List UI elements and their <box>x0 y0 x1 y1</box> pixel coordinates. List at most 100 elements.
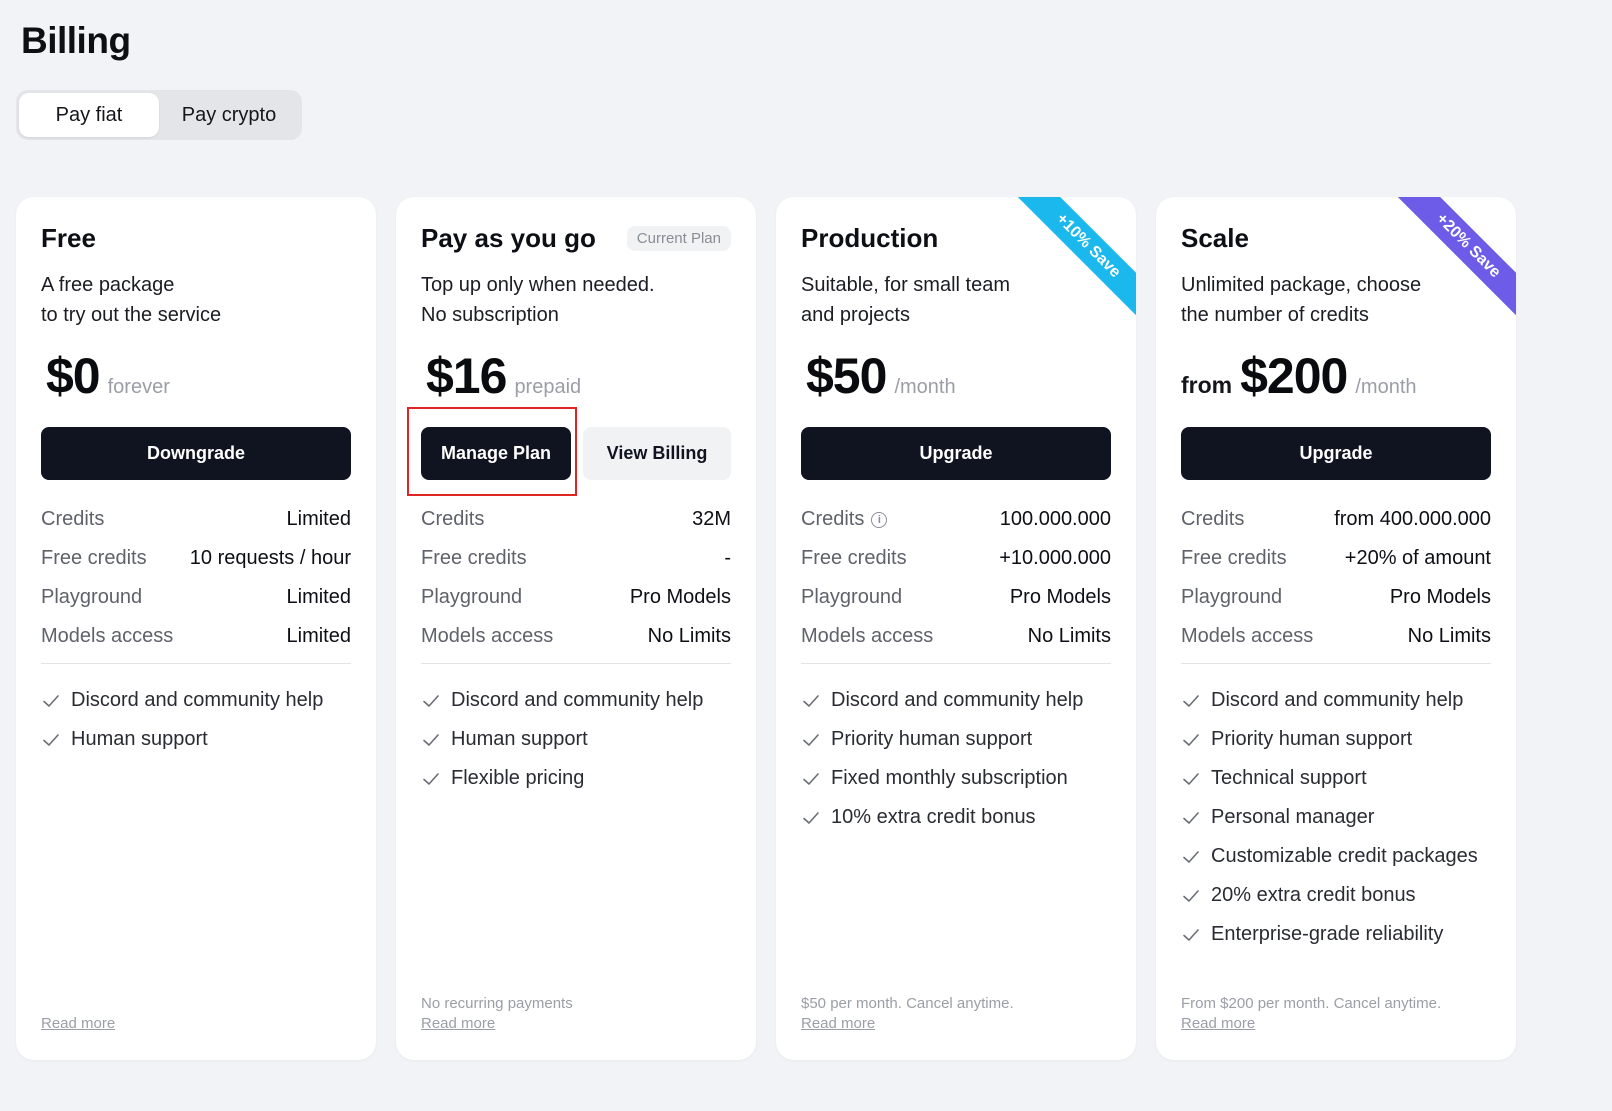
feature-text: 20% extra credit bonus <box>1211 884 1416 906</box>
feature-item: Enterprise-grade reliability <box>1181 915 1501 954</box>
card-footer: From $200 per month. Cancel anytime. Rea… <box>1181 994 1491 1034</box>
footer-note: $50 per month. Cancel anytime. <box>801 995 1014 1012</box>
feature-text: 10% extra credit bonus <box>831 806 1036 828</box>
feature-text: Discord and community help <box>71 689 324 711</box>
pay-fiat-tab[interactable]: Pay fiat <box>19 93 159 137</box>
plan-description-line: Suitable, for small team <box>801 274 1010 296</box>
plan-card-production: +10% Save Production Suitable, for small… <box>776 197 1136 1060</box>
spec-row-playground: Playground Pro Models <box>1181 578 1491 617</box>
plan-name: Production <box>801 223 939 253</box>
spec-value: Pro Models <box>1389 586 1491 608</box>
spec-label: Playground <box>41 586 143 608</box>
plan-description-line: A free package <box>41 274 175 296</box>
feature-text: Priority human support <box>831 728 1033 750</box>
feature-item: Priority human support <box>801 720 1121 759</box>
spec-label: Models access <box>1181 625 1314 647</box>
spec-label: Credits <box>421 508 485 530</box>
plan-card-scale: +20% Save Scale Unlimited package, choos… <box>1156 197 1516 1060</box>
downgrade-button[interactable]: Downgrade <box>41 427 351 480</box>
plan-card-pay-as-you-go: Pay as you go Current Plan Top up only w… <box>396 197 756 1060</box>
plan-specs: Credits i 100.000.000 Free credits +10.000.… <box>801 500 1111 656</box>
feature-item: 20% extra credit bonus <box>1181 876 1501 915</box>
divider <box>421 663 731 664</box>
spec-label: Models access <box>41 625 174 647</box>
plan-specs: Credits 32M Free credits - Playground Pro M… <box>421 500 731 656</box>
spec-row-playground: Playground Pro Models <box>421 578 731 617</box>
upgrade-button[interactable]: Upgrade <box>801 427 1111 480</box>
view-billing-button[interactable]: View Billing <box>583 427 731 480</box>
check-icon <box>423 733 439 746</box>
feature-text: Enterprise-grade reliability <box>1211 923 1444 945</box>
info-icon[interactable]: i <box>871 511 888 528</box>
price-row: $16 prepaid <box>426 347 581 405</box>
spec-value: +20% of amount <box>1344 547 1491 569</box>
feature-list: Discord and community help Human support <box>41 681 361 759</box>
feature-text: Fixed monthly subscription <box>831 767 1068 789</box>
price-row: $50 /month <box>806 347 956 405</box>
check-icon <box>1183 694 1199 707</box>
spec-value: Pro Models <box>1009 586 1111 608</box>
read-more-link[interactable]: Read more <box>1181 1015 1256 1032</box>
plan-description-line: and projects <box>801 304 910 326</box>
manage-plan-button[interactable]: Manage Plan <box>421 427 571 480</box>
divider <box>1181 663 1491 664</box>
check-icon <box>1183 928 1199 941</box>
plan-description-line: Unlimited package, choose <box>1181 274 1422 296</box>
current-plan-badge: Current Plan <box>626 226 731 251</box>
plan-description-line: Top up only when needed. <box>421 274 655 296</box>
feature-item: Fixed monthly subscription <box>801 759 1121 798</box>
check-icon <box>803 811 819 824</box>
spec-row-free-credits: Free credits +10.000.000 <box>801 539 1111 578</box>
upgrade-button[interactable]: Upgrade <box>1181 427 1491 480</box>
spec-label: Credits <box>41 508 105 530</box>
plan-price-unit: /month <box>894 376 956 398</box>
check-icon <box>803 733 819 746</box>
spec-label: Free credits <box>801 547 907 569</box>
spec-value: No Limits <box>1027 625 1111 647</box>
read-more-link[interactable]: Read more <box>41 1015 116 1032</box>
spec-row-credits: Credits i 100.000.000 <box>801 500 1111 539</box>
check-icon <box>43 733 59 746</box>
check-icon <box>43 694 59 707</box>
spec-label: Credits i <box>801 508 888 531</box>
pay-crypto-tab[interactable]: Pay crypto <box>181 103 277 126</box>
spec-value: 10 requests / hour <box>189 547 351 569</box>
spec-row-models-access: Models access No Limits <box>421 617 731 656</box>
feature-item: Human support <box>421 720 741 759</box>
spec-label: Playground <box>1181 586 1283 608</box>
feature-text: Technical support <box>1211 767 1367 789</box>
plan-description: Unlimited package, choose the number of … <box>1181 270 1491 330</box>
feature-item: Human support <box>41 720 361 759</box>
spec-value: 100.000.000 <box>999 508 1111 530</box>
feature-list: Discord and community help Priority huma… <box>801 681 1121 837</box>
spec-value: Pro Models <box>629 586 731 608</box>
price-row: $0 forever <box>46 347 170 405</box>
plan-card-free: Free A free package to try out the servi… <box>16 197 376 1060</box>
feature-text: Human support <box>451 728 588 750</box>
feature-item: Discord and community help <box>41 681 361 720</box>
feature-item: Discord and community help <box>1181 681 1501 720</box>
spec-label: Credits <box>1181 508 1245 530</box>
card-footer: $50 per month. Cancel anytime. Read more <box>801 994 1111 1034</box>
check-icon <box>1183 811 1199 824</box>
plan-specs: Credits Limited Free credits 10 requests /… <box>41 500 351 656</box>
spec-row-credits: Credits 32M <box>421 500 731 539</box>
plan-name: Pay as you go <box>421 223 596 253</box>
read-more-link[interactable]: Read more <box>801 1015 876 1032</box>
card-footer: No recurring payments Read more <box>421 994 731 1034</box>
feature-text: Discord and community help <box>451 689 704 711</box>
spec-value: 32M <box>692 508 731 530</box>
check-icon <box>1183 733 1199 746</box>
feature-text: Flexible pricing <box>451 767 585 789</box>
check-icon <box>1183 772 1199 785</box>
plan-price: $50 <box>806 348 887 404</box>
footer-note: From $200 per month. Cancel anytime. <box>1181 995 1442 1012</box>
plan-name: Scale <box>1181 223 1249 253</box>
read-more-link[interactable]: Read more <box>421 1015 496 1032</box>
plan-price-unit: forever <box>107 376 170 398</box>
spec-row-free-credits: Free credits - <box>421 539 731 578</box>
divider <box>41 663 351 664</box>
spec-value: Limited <box>286 508 351 530</box>
plan-description-line: the number of credits <box>1181 304 1369 326</box>
